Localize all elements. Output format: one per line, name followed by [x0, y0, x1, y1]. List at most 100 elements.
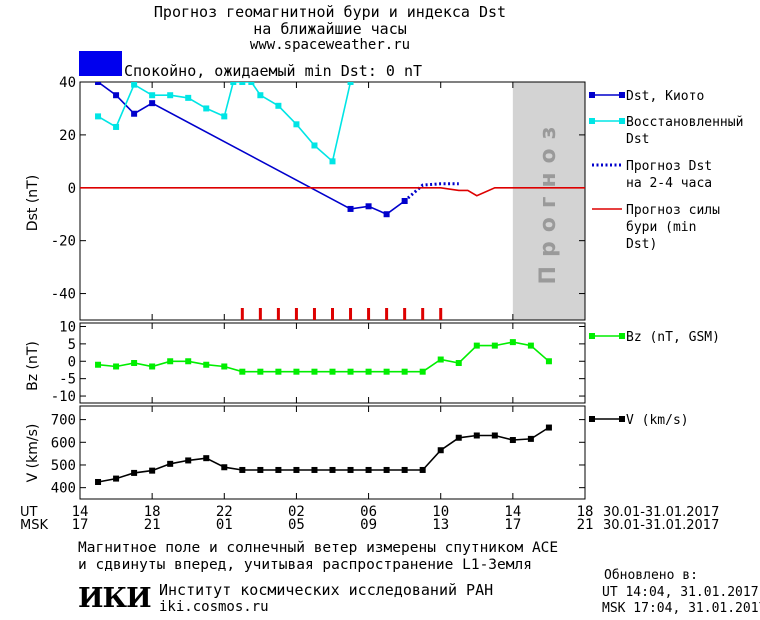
- data-point: [257, 92, 264, 99]
- data-point: [275, 368, 282, 375]
- data-point: [221, 113, 228, 120]
- data-point: [257, 368, 264, 375]
- data-point: [329, 158, 336, 165]
- data-point: [95, 478, 102, 485]
- data-point: [167, 460, 174, 467]
- data-point: [383, 368, 390, 375]
- y-axis-label: Bz (nT): [25, 341, 41, 391]
- data-point: [491, 432, 498, 439]
- legend-marker: [589, 92, 595, 98]
- forecast-region: [512, 82, 585, 320]
- legend-label: Прогноз Dst: [626, 159, 712, 174]
- data-point: [185, 457, 192, 464]
- data-point: [167, 92, 174, 99]
- data-point: [131, 82, 138, 88]
- data-point: [275, 466, 282, 473]
- legend-marker: [619, 333, 625, 339]
- data-point: [149, 100, 156, 107]
- legend-marker: [619, 92, 625, 98]
- data-point: [149, 467, 156, 474]
- plot-data: [95, 339, 552, 375]
- data-point: [437, 356, 444, 363]
- y-tick-label: 700: [51, 413, 76, 429]
- msk-label: MSK: [20, 518, 48, 533]
- data-point: [365, 466, 372, 473]
- data-point: [95, 361, 102, 368]
- series-line: [97, 426, 550, 483]
- ut-tick-label: 02: [288, 504, 305, 520]
- data-point: [329, 368, 336, 375]
- data-point: [113, 475, 120, 482]
- data-point: [230, 82, 237, 85]
- source-url: www.spaceweather.ru: [249, 37, 411, 53]
- data-point: [113, 363, 120, 370]
- legend-label: Dst: [626, 132, 649, 147]
- legend-marker: [589, 416, 595, 422]
- y-tick-label: -20: [51, 234, 76, 250]
- series-line: [97, 341, 550, 373]
- updated-ut: UT 14:04, 31.01.2017: [602, 585, 759, 600]
- legend-label: Восстановленный: [626, 115, 743, 130]
- data-point: [473, 342, 480, 349]
- legend-label: Bz (nT, GSM): [626, 330, 720, 345]
- footer-note-line2: и сдвинуты вперед, учитывая распростране…: [78, 557, 532, 573]
- data-point: [131, 110, 138, 117]
- data-point: [383, 466, 390, 473]
- data-point: [347, 205, 354, 212]
- data-point: [248, 82, 255, 85]
- series-line: [97, 82, 406, 216]
- data-point: [185, 358, 192, 365]
- data-point: [509, 339, 516, 346]
- ut-tick-label: 10: [432, 504, 449, 520]
- legend-marker: [619, 118, 625, 124]
- data-point: [95, 82, 102, 85]
- footer-note-line1: Магнитное поле и солнечный ветер измерен…: [78, 540, 559, 556]
- data-point: [221, 363, 228, 370]
- y-tick-label: 0: [68, 181, 76, 197]
- y-axis-label: Dst (nT): [25, 175, 41, 231]
- data-point: [455, 434, 462, 441]
- data-point: [527, 435, 534, 442]
- ut-tick-label: 22: [216, 504, 233, 520]
- legend-marker: [619, 416, 625, 422]
- data-point: [527, 342, 534, 349]
- legend-label: Dst, Киото: [626, 89, 704, 104]
- data-point: [203, 455, 210, 462]
- data-point: [239, 82, 246, 85]
- status-indicator: [79, 51, 122, 76]
- data-point: [311, 368, 318, 375]
- iki-logo: ИКИ: [78, 583, 152, 614]
- updated-msk: MSK 17:04, 31.01.2017: [602, 601, 760, 616]
- y-tick-label: -10: [51, 389, 76, 405]
- panel-frame: [79, 322, 586, 404]
- data-point: [509, 437, 516, 444]
- data-point: [275, 102, 282, 109]
- data-point: [239, 466, 246, 473]
- data-point: [293, 368, 300, 375]
- msk-tick-label: 21: [577, 517, 594, 533]
- data-point: [203, 105, 210, 112]
- msk-date-range: 30.01-31.01.2017: [603, 518, 719, 533]
- legend-marker: [589, 333, 595, 339]
- data-point: [383, 211, 390, 218]
- data-point: [401, 466, 408, 473]
- y-tick-label: 600: [51, 435, 76, 451]
- msk-tick-label: 17: [504, 517, 521, 533]
- y-tick-label: 10: [59, 319, 76, 335]
- legend-label: Прогноз силы: [626, 203, 720, 218]
- data-point: [365, 203, 372, 210]
- ut-tick-label: 18: [577, 504, 594, 520]
- data-point: [491, 342, 498, 349]
- plot-data: [95, 424, 552, 485]
- y-tick-label: 40: [59, 75, 76, 91]
- data-point: [311, 142, 318, 149]
- data-point: [545, 424, 552, 431]
- institute-name: Институт космических исследований РАН: [159, 581, 494, 599]
- data-point: [131, 469, 138, 476]
- plot-data: [80, 82, 585, 218]
- updated-label: Обновлено в:: [604, 568, 698, 583]
- y-tick-label: 500: [51, 458, 76, 474]
- series-line: [403, 182, 459, 203]
- data-point: [473, 432, 480, 439]
